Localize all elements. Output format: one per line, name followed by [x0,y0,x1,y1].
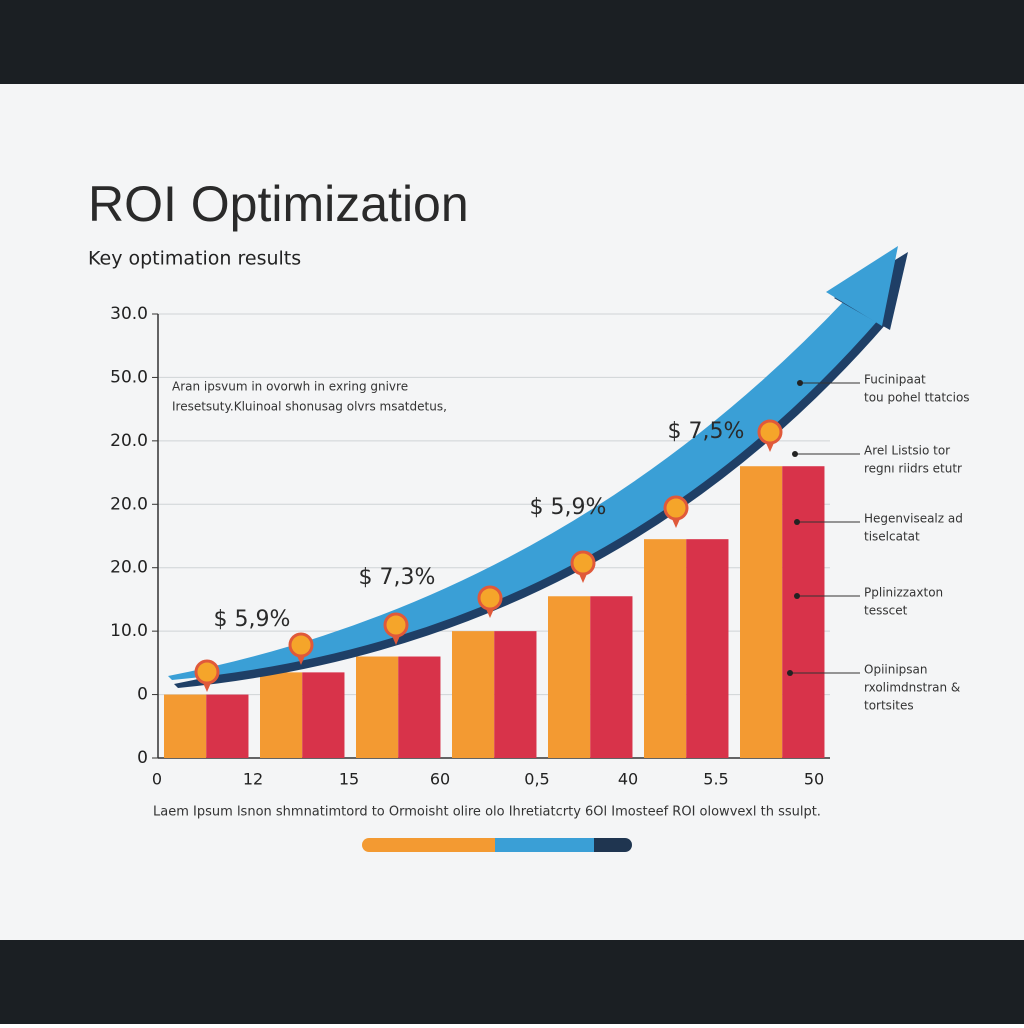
callout-text: Arel Listsio tor [864,444,950,458]
top-band [0,0,1024,84]
bar [398,656,441,758]
y-tick-label: 20.0 [110,431,148,451]
chart-subtitle: Key optimation results [88,248,301,270]
progress-blue [495,838,600,852]
x-tick-label: 60 [430,770,450,789]
bars [164,466,825,758]
pin [570,550,596,576]
pin [477,585,503,611]
callout-dot [794,593,800,599]
callout-text: tou pohel ttatcios [864,391,970,405]
pin [663,495,689,521]
markers [194,419,783,692]
x-tick-label: 40 [618,770,638,789]
callout-text: Fucinipaat [864,373,926,387]
progress-orange [362,838,502,852]
callout-dot [792,451,798,457]
annotation: $ 7,5% [668,419,745,444]
pin [383,612,409,638]
bar [164,694,207,758]
y-tick-label: 50.0 [110,367,148,387]
callout-text: rxolimdnstran & [864,681,960,695]
note-line: Aran ipsvum in ovorwh in exring gnivre [172,380,408,394]
x-tick-label: 12 [243,770,263,789]
callout-text: tortsites [864,699,914,713]
pin [288,632,314,658]
bar [302,672,345,758]
chart-title: ROI Optimization [88,176,469,232]
arrow-body [168,300,880,680]
bar [260,672,303,758]
y-tick-label: 20.0 [110,494,148,514]
bar [548,596,591,758]
y-tick-label: 0 [137,748,148,768]
note-line: Iresetsuty.Kluinoal shonusag olvrs msatd… [172,400,447,414]
annotation: $ 5,9% [530,495,607,520]
progress-navy-join [594,838,604,852]
callout-dot [794,519,800,525]
bar [686,539,729,758]
x-tick-label: 15 [339,770,359,789]
bottom-band [0,940,1024,1024]
y-tick-label: 20.0 [110,558,148,578]
callout-text: Hegenvisealz ad [864,512,963,526]
callout-dot [787,670,793,676]
bar [644,539,687,758]
annotation: $ 5,9% [214,607,291,632]
callout-text: regnı riidrs etutr [864,462,962,476]
footer: Laem Ipsum lsnon shmnatimtord to Ormoish… [153,805,821,820]
bar [740,466,783,758]
callout-text: tesscet [864,604,908,618]
progress-bar [362,838,632,852]
trend-arrow [168,246,908,688]
x-tick-label: 50 [804,770,824,789]
callout-dot [797,380,803,386]
x-tick-label: 0 [152,770,162,789]
arrow-head [826,246,898,326]
callout-text: Pplinizzaxton [864,586,943,600]
y-tick-label: 10.0 [110,621,148,641]
annotations: $ 5,9% $ 7,3% $ 5,9% $ 7,5% Aran ipsvum in o… [153,373,970,820]
callout-text: Opiinipsan [864,663,928,677]
bar [494,631,537,758]
pin [194,659,220,685]
callout-text: tiselcatat [864,530,920,544]
bar [590,596,633,758]
bar [356,656,399,758]
pin [757,419,783,445]
y-tick-label: 0 [137,685,148,705]
x-tick-label: 0,5 [524,770,549,789]
x-tick-label: 5.5 [703,770,728,789]
bar [782,466,825,758]
bar [206,694,249,758]
bar [452,631,495,758]
y-tick-label: 30.0 [110,304,148,324]
annotation: $ 7,3% [359,565,436,590]
